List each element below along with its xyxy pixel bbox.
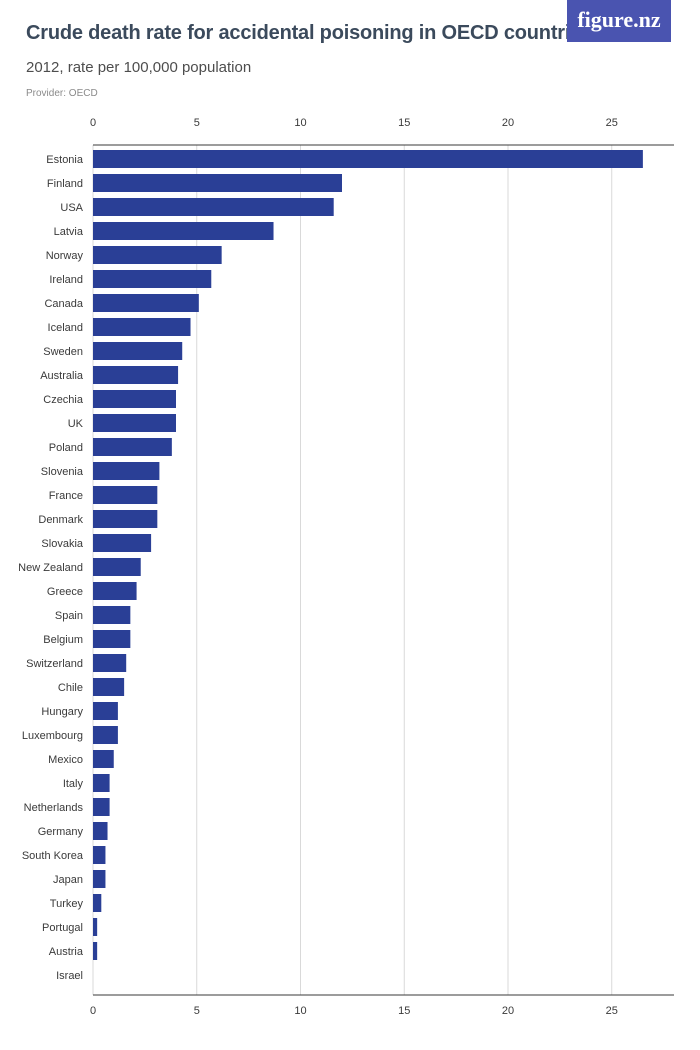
bar[interactable] xyxy=(93,174,342,192)
figure-nz-logo[interactable]: figure.nz xyxy=(567,0,671,42)
bar[interactable] xyxy=(93,822,108,840)
tick-label: 25 xyxy=(606,1005,618,1017)
tick-label: 10 xyxy=(294,1005,306,1017)
category-label: Switzerland xyxy=(26,658,83,670)
category-labels: Estonia Finland USA Latvia Norway Ireland Cana… xyxy=(18,154,84,982)
category-label: Canada xyxy=(44,298,83,310)
category-label: UK xyxy=(68,418,84,430)
category-label: Netherlands xyxy=(24,802,84,814)
bar[interactable] xyxy=(93,558,141,576)
bar[interactable] xyxy=(93,654,127,672)
tick-label: 15 xyxy=(398,117,410,129)
bar[interactable] xyxy=(93,798,110,816)
category-label: Denmark xyxy=(38,514,83,526)
category-label: Israel xyxy=(56,970,83,982)
bar[interactable] xyxy=(93,150,643,168)
chart-subtitle: 2012, rate per 100,000 population xyxy=(26,59,252,76)
category-label: Latvia xyxy=(54,226,84,238)
bar[interactable] xyxy=(93,294,199,312)
bars xyxy=(93,150,643,960)
category-label: Estonia xyxy=(46,154,84,166)
bar[interactable] xyxy=(93,510,158,528)
bar[interactable] xyxy=(93,438,172,456)
bar[interactable] xyxy=(93,678,125,696)
bar[interactable] xyxy=(93,366,179,384)
category-label: Sweden xyxy=(43,346,83,358)
category-label: USA xyxy=(60,202,83,214)
tick-label: 0 xyxy=(90,117,96,129)
tick-label: 20 xyxy=(502,1005,514,1017)
bar[interactable] xyxy=(93,606,131,624)
category-label: Portugal xyxy=(42,922,83,934)
category-label: Mexico xyxy=(48,754,83,766)
category-label: Norway xyxy=(46,250,84,262)
bar[interactable] xyxy=(93,318,191,336)
bar[interactable] xyxy=(93,918,98,936)
category-label: South Korea xyxy=(22,850,84,862)
category-label: Slovenia xyxy=(41,466,84,478)
tick-label: 10 xyxy=(294,117,306,129)
category-label: Hungary xyxy=(41,706,83,718)
category-label: Chile xyxy=(58,682,83,694)
bar[interactable] xyxy=(93,774,110,792)
tick-label: 25 xyxy=(606,117,618,129)
category-label: Czechia xyxy=(43,394,84,406)
tick-label: 5 xyxy=(194,1005,200,1017)
bar[interactable] xyxy=(93,726,118,744)
category-label: France xyxy=(49,490,83,502)
category-label: Belgium xyxy=(43,634,83,646)
category-label: Turkey xyxy=(50,898,84,910)
tick-label: 5 xyxy=(194,117,200,129)
bar[interactable] xyxy=(93,246,222,264)
bar[interactable] xyxy=(93,942,98,960)
bar[interactable] xyxy=(93,222,274,240)
bar[interactable] xyxy=(93,534,152,552)
bar[interactable] xyxy=(93,462,160,480)
category-label: Italy xyxy=(63,778,84,790)
category-label: Spain xyxy=(55,610,83,622)
category-label: Luxembourg xyxy=(22,730,83,742)
bar[interactable] xyxy=(93,846,106,864)
category-label: Poland xyxy=(49,442,83,454)
category-label: Finland xyxy=(47,178,83,190)
tick-label: 0 xyxy=(90,1005,96,1017)
bar[interactable] xyxy=(93,582,137,600)
category-label: Germany xyxy=(38,826,84,838)
category-label: Greece xyxy=(47,586,83,598)
bar[interactable] xyxy=(93,486,158,504)
bar[interactable] xyxy=(93,870,106,888)
bar[interactable] xyxy=(93,630,131,648)
chart-title: Crude death rate for accidental poisonin… xyxy=(26,22,593,44)
tick-label: 20 xyxy=(502,117,514,129)
bar[interactable] xyxy=(93,414,176,432)
category-label: Iceland xyxy=(48,322,83,334)
bar[interactable] xyxy=(93,342,183,360)
category-label: Ireland xyxy=(49,274,83,286)
bar[interactable] xyxy=(93,270,212,288)
bar[interactable] xyxy=(93,702,118,720)
category-label: Japan xyxy=(53,874,83,886)
category-label: Australia xyxy=(40,370,84,382)
bar[interactable] xyxy=(93,750,114,768)
bar[interactable] xyxy=(93,390,176,408)
category-label: New Zealand xyxy=(18,562,83,574)
provider-label: Provider: OECD xyxy=(26,88,98,99)
category-label: Slovakia xyxy=(41,538,83,550)
tick-label: 15 xyxy=(398,1005,410,1017)
category-label: Austria xyxy=(49,946,84,958)
bar[interactable] xyxy=(93,894,102,912)
axis-ticks: 0 0 5 5 10 10 15 15 20 20 25 25 xyxy=(90,117,618,1017)
bar[interactable] xyxy=(93,198,334,216)
